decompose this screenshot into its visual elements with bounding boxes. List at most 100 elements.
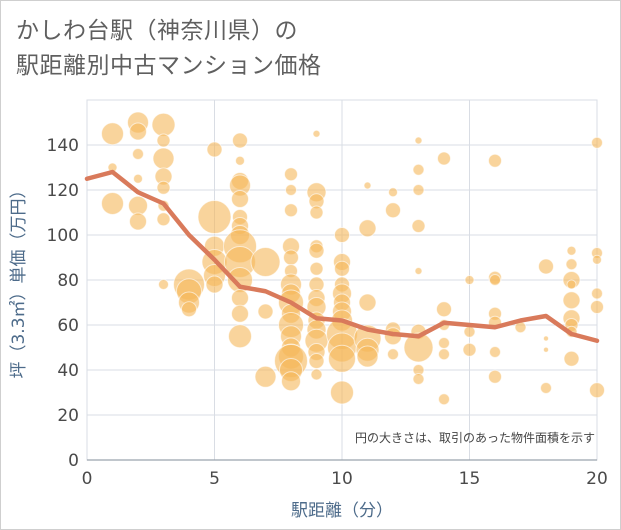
x-tick-label: 5: [209, 469, 220, 489]
data-bubble: [388, 187, 398, 198]
chart-title-line1: かしわ台駅（神奈川県）の: [16, 18, 298, 44]
data-bubble: [543, 335, 549, 342]
y-tick-label: 120: [47, 181, 79, 201]
data-bubble: [589, 382, 605, 399]
data-bubble: [412, 184, 425, 196]
chart-title-line2: 駅距離別中古マンション価格: [16, 53, 322, 79]
data-bubble: [592, 254, 602, 265]
data-bubble: [403, 332, 434, 363]
data-bubble: [412, 163, 425, 176]
bubble-layer: [101, 111, 605, 406]
data-bubble: [590, 300, 604, 314]
data-bubble: [310, 368, 323, 381]
data-bubble: [231, 304, 249, 323]
data-bubble: [438, 348, 450, 361]
data-bubble: [358, 219, 377, 238]
data-bubble: [132, 148, 144, 160]
data-bubble: [235, 155, 245, 166]
data-bubble: [312, 129, 321, 138]
data-bubble: [308, 242, 325, 259]
data-bubble: [563, 350, 580, 367]
data-bubble: [152, 147, 175, 170]
x-tick-label: 15: [459, 469, 481, 489]
chart-title: かしわ台駅（神奈川県）の 駅距離別中古マンション価格: [16, 14, 322, 84]
data-bubble: [254, 365, 277, 388]
data-bubble: [151, 112, 176, 137]
data-bubble: [284, 203, 298, 218]
data-bubble: [463, 325, 476, 338]
data-bubble: [438, 337, 450, 349]
data-bubble: [562, 291, 581, 310]
data-bubble: [205, 275, 224, 294]
data-bubble: [488, 369, 502, 384]
data-bubble: [128, 195, 148, 216]
data-bubble: [281, 371, 301, 392]
data-bubble: [257, 303, 274, 320]
data-bubble: [334, 227, 350, 243]
data-bubble: [133, 173, 143, 184]
data-bubble: [489, 346, 501, 358]
data-bubble: [283, 249, 299, 266]
data-bubble: [412, 373, 425, 385]
data-bubble: [308, 353, 325, 369]
x-axis-label: 駅距離（分）: [291, 501, 393, 521]
data-bubble: [414, 267, 423, 275]
data-bubble: [566, 245, 577, 256]
data-bubble: [414, 136, 423, 145]
axes: 0 20 40 60 80 100 120 140 0 5 10 15 20: [47, 136, 608, 489]
data-bubble: [543, 346, 549, 353]
y-tick-label: 40: [57, 361, 79, 381]
data-bubble: [231, 289, 249, 307]
data-bubble: [156, 133, 171, 148]
data-bubble: [436, 301, 452, 318]
data-bubble: [156, 212, 171, 227]
data-bubble: [538, 258, 554, 275]
data-bubble: [489, 274, 501, 286]
data-bubble: [330, 380, 354, 405]
data-bubble: [197, 200, 232, 234]
data-bubble: [411, 219, 426, 233]
data-bubble: [334, 260, 350, 277]
y-tick-label: 100: [47, 226, 79, 246]
y-tick-label: 60: [57, 316, 79, 336]
data-bubble: [285, 184, 297, 196]
y-axis-label: 坪（3.3㎡）単価（万円）: [9, 181, 29, 378]
data-bubble: [231, 190, 249, 208]
data-bubble: [181, 301, 197, 318]
data-bubble: [206, 141, 223, 158]
data-bubble: [158, 279, 169, 290]
y-tick-label: 0: [68, 451, 79, 471]
data-bubble: [438, 393, 450, 406]
bubble-size-note: 円の大きさは、取引のあった物件面積を示す: [355, 430, 595, 445]
data-bubble: [464, 275, 475, 285]
data-bubble: [591, 136, 603, 149]
data-bubble: [385, 202, 401, 219]
data-bubble: [309, 205, 324, 220]
x-tick-label: 0: [82, 469, 93, 489]
data-bubble: [591, 287, 603, 300]
data-bubble: [358, 293, 377, 312]
average-price-line: [84, 169, 600, 343]
data-bubble: [328, 344, 356, 373]
data-bubble: [228, 324, 252, 349]
data-bubble: [437, 151, 451, 166]
data-bubble: [363, 181, 372, 190]
data-bubble: [565, 258, 578, 271]
x-tick-label: 20: [586, 469, 608, 489]
data-bubble: [356, 345, 379, 368]
data-bubble: [462, 342, 477, 357]
data-bubble: [101, 192, 124, 215]
x-tick-label: 10: [331, 469, 353, 489]
y-tick-label: 140: [47, 136, 79, 156]
data-bubble: [101, 122, 124, 146]
data-bubble: [156, 180, 171, 195]
y-tick-label: 20: [57, 406, 79, 426]
data-bubble: [129, 212, 147, 231]
data-bubble: [540, 382, 552, 394]
y-tick-label: 80: [57, 271, 79, 291]
data-bubble: [309, 261, 324, 276]
data-bubble: [284, 167, 298, 182]
data-bubble: [488, 153, 502, 168]
